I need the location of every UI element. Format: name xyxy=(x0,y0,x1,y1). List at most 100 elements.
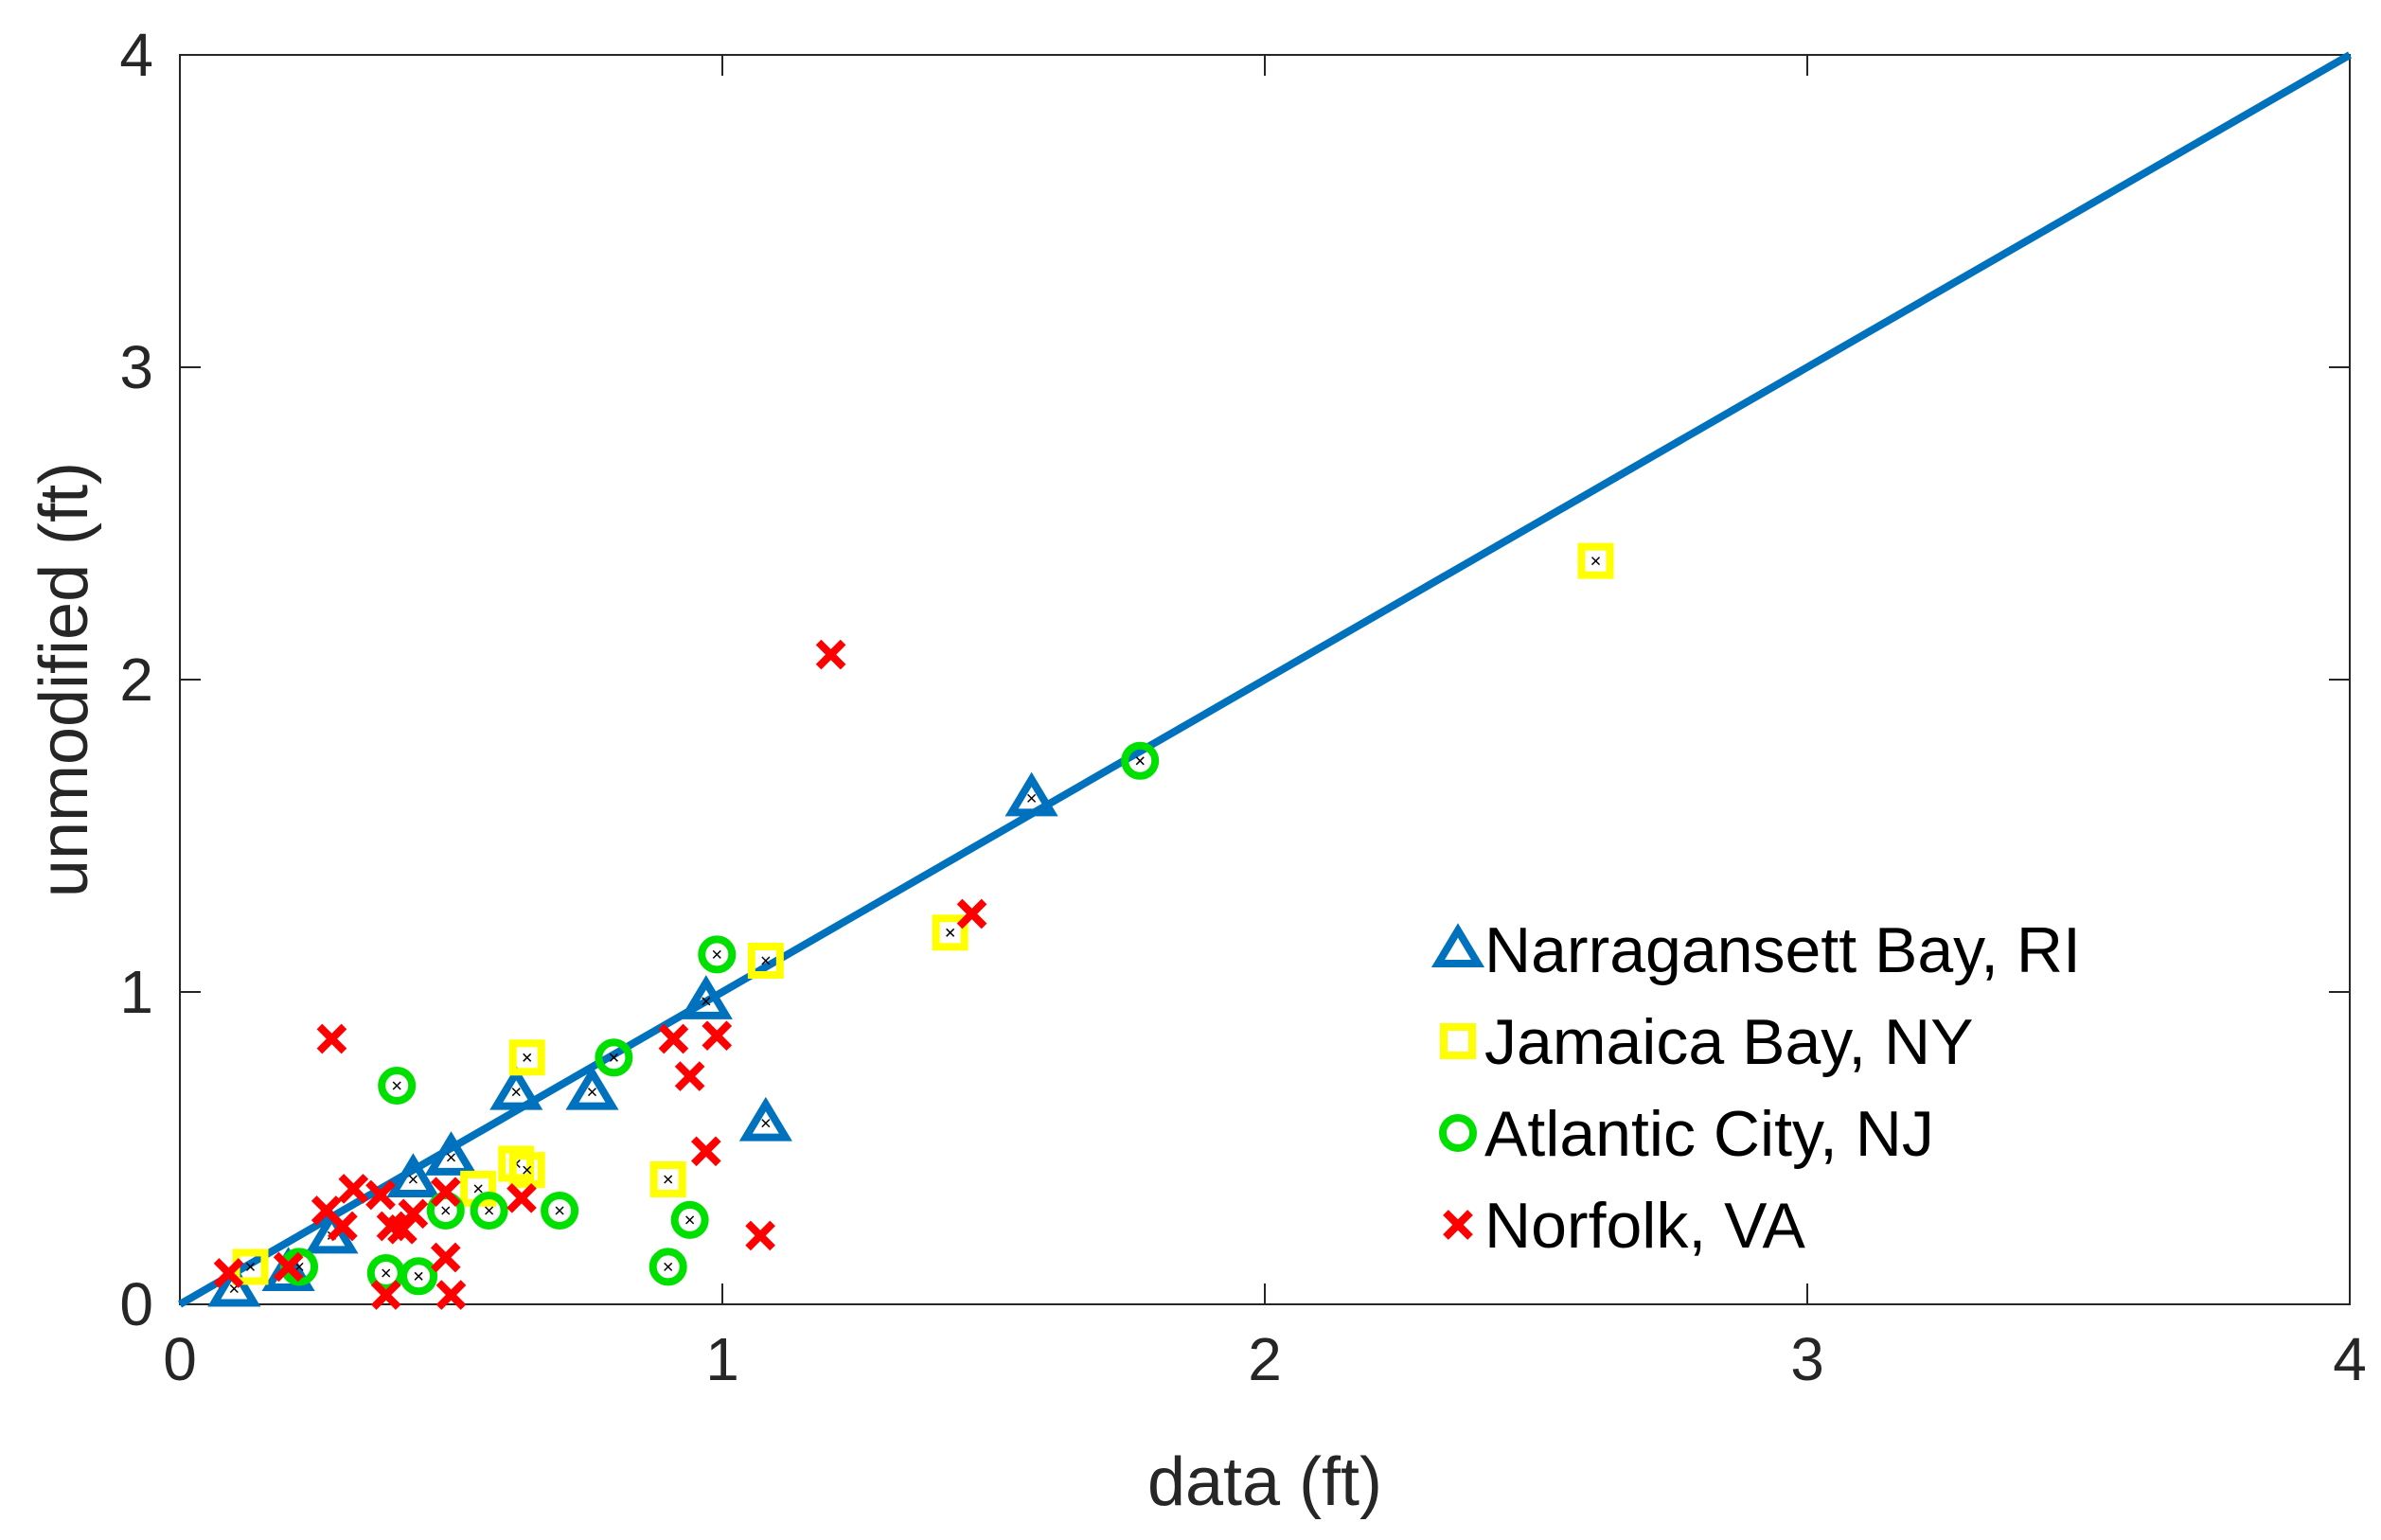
x-stroke xyxy=(815,639,846,670)
x-stroke xyxy=(690,1136,721,1167)
center-mark xyxy=(523,1165,532,1175)
data-point xyxy=(470,1192,508,1230)
data-point xyxy=(508,1152,545,1189)
x-stroke xyxy=(674,1061,705,1091)
center-mark xyxy=(712,949,721,959)
legend-label: Narragansett Bay, RI xyxy=(1484,914,2081,986)
data-point xyxy=(378,1067,417,1105)
x-stroke xyxy=(370,1280,401,1310)
center-mark xyxy=(1590,557,1601,566)
y-tick-label: 0 xyxy=(119,1270,153,1338)
x-stroke xyxy=(430,1177,461,1208)
x-stroke xyxy=(365,1179,396,1211)
series-jamaica-bay-ny xyxy=(232,542,1614,1285)
data-point xyxy=(316,1023,347,1054)
legend-item: Jamaica Bay, NY xyxy=(1440,1006,1973,1078)
x-stroke xyxy=(1443,1210,1473,1240)
series-narragansett-bay-ri xyxy=(207,771,1058,1307)
data-point xyxy=(273,1251,304,1283)
y-tick-label: 2 xyxy=(119,646,153,714)
data-point xyxy=(747,943,784,979)
center-mark xyxy=(382,1268,391,1278)
x-stroke xyxy=(745,1220,775,1251)
center-mark xyxy=(946,928,955,937)
x-stroke xyxy=(311,1195,342,1226)
x-tick-label: 2 xyxy=(1248,1325,1282,1393)
data-point xyxy=(489,1065,543,1110)
legend-marker xyxy=(1439,1114,1477,1152)
center-mark xyxy=(609,1053,618,1062)
series-atlantic-city-nj xyxy=(280,741,1160,1296)
center-mark xyxy=(414,1271,423,1281)
y-tick-label: 1 xyxy=(119,958,153,1026)
data-point xyxy=(365,1179,396,1211)
x-tick-label: 3 xyxy=(1790,1325,1824,1393)
x-stroke xyxy=(506,1182,537,1213)
data-point xyxy=(261,1247,315,1291)
data-point xyxy=(1121,741,1160,780)
data-point xyxy=(690,1136,721,1167)
data-point xyxy=(541,1192,579,1230)
center-mark xyxy=(664,1175,673,1184)
center-mark xyxy=(685,1215,695,1225)
legend-item: Narragansett Bay, RI xyxy=(1430,914,2081,986)
x-stroke xyxy=(328,1211,358,1242)
data-point xyxy=(745,1220,775,1251)
center-mark xyxy=(473,1184,483,1194)
x-stroke xyxy=(376,1211,407,1242)
data-point xyxy=(815,639,846,670)
axis-tick-labels: 0 1 2 3 4 0 1 2 3 4 xyxy=(119,21,2366,1393)
data-point xyxy=(674,1061,705,1091)
data-point xyxy=(1004,771,1058,817)
center-mark xyxy=(511,1088,521,1097)
series-norfolk-va xyxy=(213,639,987,1310)
x-stroke xyxy=(316,1023,347,1054)
data-point xyxy=(956,898,987,929)
x-stroke xyxy=(338,1174,369,1204)
x-stroke xyxy=(398,1198,429,1230)
center-mark xyxy=(245,1262,256,1271)
x-tick-label: 4 xyxy=(2333,1325,2367,1393)
data-point xyxy=(679,975,733,1019)
legend-label: Norfolk, VA xyxy=(1484,1190,1805,1262)
x-axis-title: data (ft) xyxy=(1147,1444,1382,1520)
data-point xyxy=(595,1038,633,1077)
legend-item: Norfolk, VA xyxy=(1443,1190,1805,1262)
center-mark xyxy=(523,1053,532,1062)
data-point xyxy=(658,1023,689,1054)
legend-marker xyxy=(1430,923,1485,967)
data-point xyxy=(305,1209,359,1254)
legend-marker xyxy=(1443,1210,1473,1240)
data-point xyxy=(338,1174,369,1204)
center-mark xyxy=(664,1262,673,1271)
x-tick-label: 0 xyxy=(163,1325,197,1393)
center-mark xyxy=(408,1175,418,1184)
center-mark xyxy=(702,997,711,1006)
center-mark xyxy=(441,1206,451,1215)
x-stroke xyxy=(273,1251,304,1283)
data-markers xyxy=(207,542,1614,1310)
center-mark xyxy=(555,1206,564,1215)
data-point xyxy=(670,1200,709,1239)
reference-line xyxy=(178,51,2352,1308)
data-point xyxy=(430,1242,461,1273)
data-point xyxy=(1577,542,1614,579)
data-point xyxy=(398,1198,429,1230)
center-mark xyxy=(761,1119,771,1128)
center-mark xyxy=(485,1206,494,1215)
data-point xyxy=(698,935,737,974)
x-stroke xyxy=(956,898,987,929)
y-axis-title: unmodified (ft) xyxy=(27,462,102,897)
center-mark xyxy=(761,956,771,965)
x-stroke xyxy=(702,1020,733,1052)
x-stroke xyxy=(658,1023,689,1054)
legend-label: Atlantic City, NJ xyxy=(1484,1098,1934,1170)
data-point xyxy=(565,1065,619,1110)
data-point xyxy=(506,1182,537,1213)
y-tick-label: 3 xyxy=(119,333,153,401)
legend-marker xyxy=(1440,1023,1476,1059)
legend: Narragansett Bay, RI Jamaica Bay, NY Atlan… xyxy=(1430,914,2081,1262)
center-mark xyxy=(1135,756,1145,766)
axis-ticks xyxy=(179,54,2351,1305)
